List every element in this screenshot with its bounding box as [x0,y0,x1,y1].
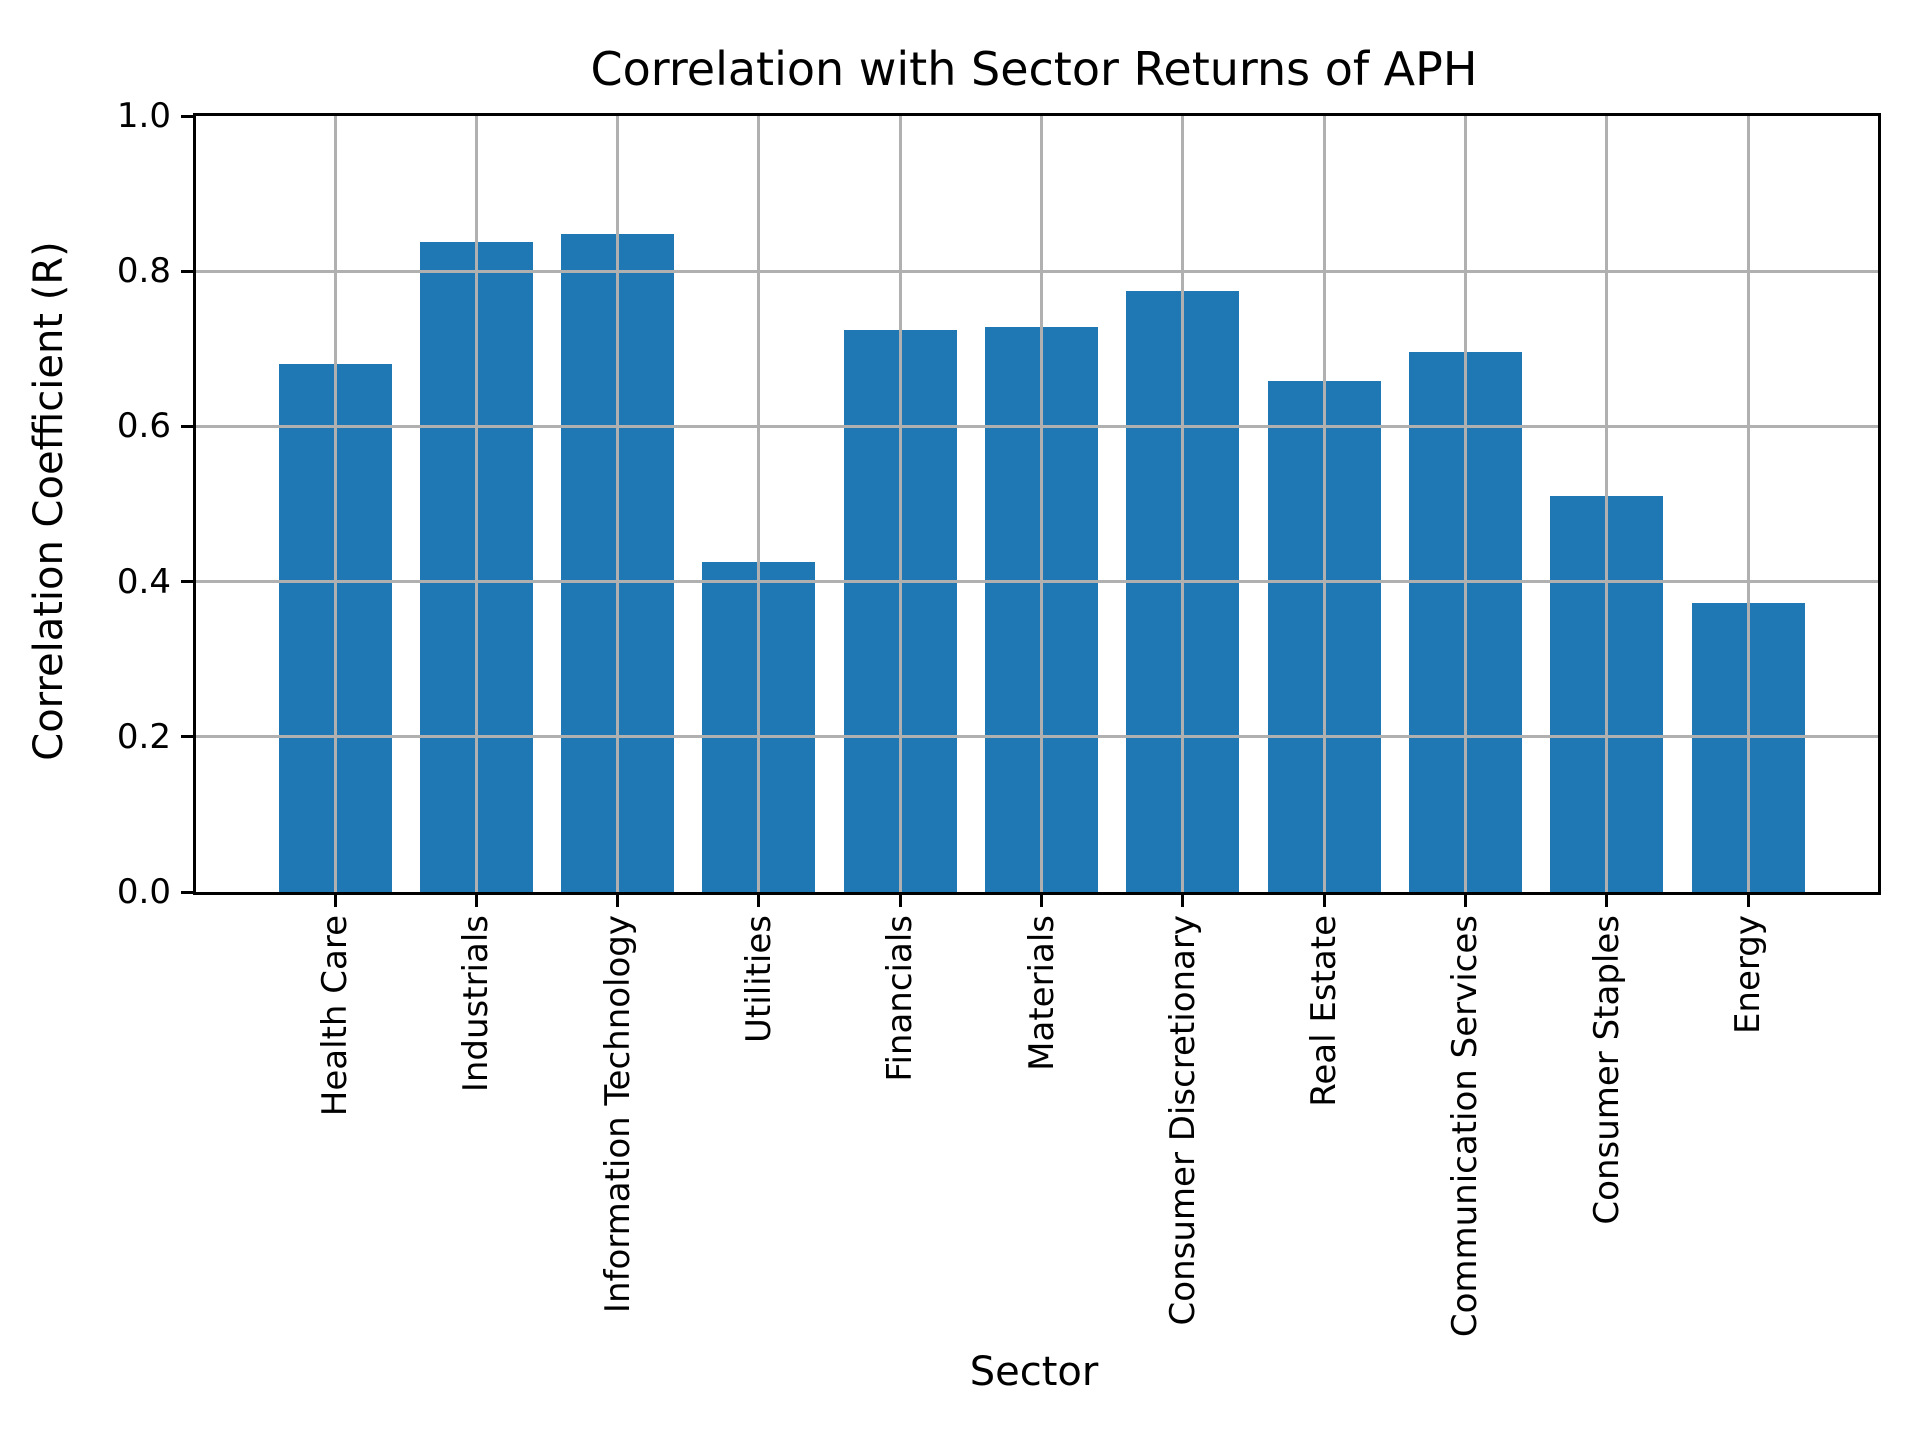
x-tick-mark [1746,895,1750,907]
x-tick-mark [898,895,902,907]
x-tick-mark [1040,895,1043,907]
gridline-vertical [333,116,337,892]
x-axis-label: Sector [969,1349,1099,1395]
x-tick-label-utilities: Utilities [738,915,779,1043]
gridline-horizontal [196,735,1878,739]
x-tick-label-health-care: Health Care [315,915,355,1117]
gridline-vertical [1322,116,1326,892]
gridline-horizontal [196,269,1878,273]
x-tick-mark [1605,895,1609,907]
y-tick-label: 0.4 [116,561,171,602]
gridline-vertical [1605,116,1609,892]
y-tick-label: 1.0 [116,96,171,136]
y-tick-label: 0.2 [116,716,171,757]
x-tick-label-industrials: Industrials [456,915,497,1093]
x-tick-mark [616,895,620,907]
gridline-vertical [1463,116,1467,892]
x-tick-mark [474,895,478,907]
x-tick-label-materials: Materials [1021,915,1062,1071]
y-tick-label: 0.0 [116,872,171,912]
x-tick-mark [757,895,761,907]
x-tick-label-real-estate: Real Estate [1304,915,1345,1107]
y-tick-mark [181,735,193,739]
gridline-vertical [1746,116,1750,892]
y-tick-mark [181,580,193,584]
x-tick-label-consumer-discretionary: Consumer Discretionary [1162,915,1203,1326]
gridline-horizontal [196,580,1878,584]
x-tick-mark [333,895,337,907]
y-axis-label: Correlation Coefficient (R) [26,241,73,761]
x-tick-mark [1322,895,1326,907]
y-tick-mark [181,114,193,118]
gridline-vertical [898,116,902,892]
gridline-vertical [757,116,761,892]
gridline-vertical [616,116,620,892]
y-tick-mark [181,269,193,273]
y-tick-mark [181,890,193,894]
x-tick-mark [1181,895,1185,907]
x-tick-label-energy: Energy [1728,915,1768,1035]
gridline-vertical [474,116,478,892]
chart-title: Correlation with Sector Returns of APH [590,42,1478,96]
x-tick-label-consumer-staples: Consumer Staples [1586,915,1627,1225]
x-tick-label-information-technology: Information Technology [597,915,638,1314]
gridline-horizontal [196,424,1878,428]
y-tick-mark [181,424,193,428]
x-tick-mark [1463,895,1467,907]
y-tick-label: 0.8 [116,251,171,292]
x-tick-label-financials: Financials [880,915,921,1082]
plot-area [193,113,1881,895]
gridline-vertical [1040,116,1043,892]
x-tick-label-communication-services: Communication Services [1445,915,1486,1338]
gridline-vertical [1181,116,1185,892]
y-tick-label: 0.6 [116,406,171,447]
